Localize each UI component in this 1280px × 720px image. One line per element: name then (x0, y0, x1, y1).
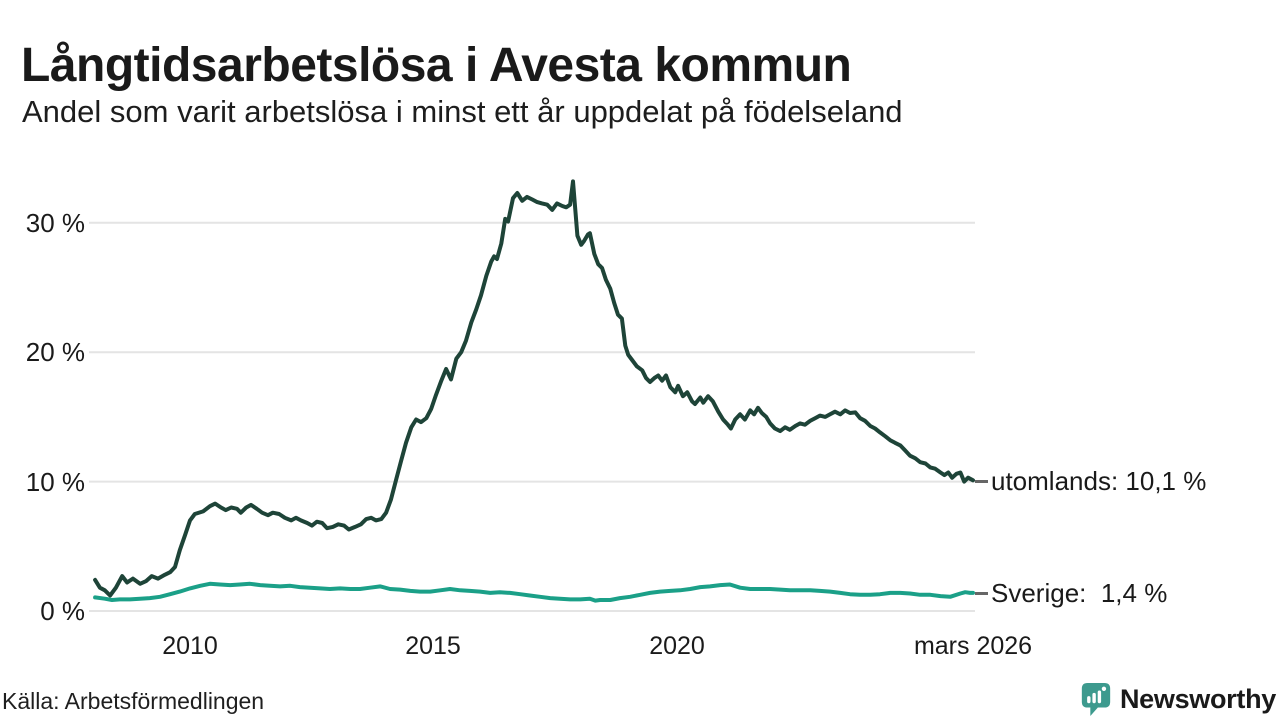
series-end-label-sverige-text: Sverige: 1,4 % (991, 578, 1168, 608)
leader-dash-icon (975, 591, 988, 595)
newsworthy-logo: Newsworthy (1079, 681, 1276, 717)
x-axis-tick-2010: 2010 (162, 632, 218, 660)
series-end-label-utomlands-text: utomlands: 10,1 % (991, 466, 1207, 496)
leader-dash-icon (975, 479, 988, 483)
series-end-label-sverige: Sverige: 1,4 % (975, 577, 1167, 609)
page-title: Långtidsarbetslösa i Avesta kommun (21, 39, 852, 93)
series-line-sverige (93, 581, 975, 603)
x-axis-tick-mars-2026: mars 2026 (913, 632, 1033, 660)
series-line-utomlands (93, 179, 975, 598)
y-axis-tick-0: 0 % (40, 596, 85, 626)
y-axis-tick-10: 10 % (25, 467, 85, 497)
y-axis-tick-30: 30 % (25, 208, 85, 238)
series-end-label-utomlands: utomlands: 10,1 % (975, 465, 1206, 497)
newsworthy-wordmark: Newsworthy (1119, 683, 1276, 714)
x-axis-tick-2020: 2020 (649, 632, 705, 660)
source-attribution: Källa: Arbetsförmedlingen (2, 688, 265, 714)
bar-chart-bubble-icon (1081, 682, 1111, 716)
chart-subtitle: Andel som varit arbetslösa i minst ett å… (22, 94, 903, 129)
y-axis-tick-20: 20 % (25, 337, 85, 367)
x-axis-tick-2015: 2015 (405, 632, 461, 660)
